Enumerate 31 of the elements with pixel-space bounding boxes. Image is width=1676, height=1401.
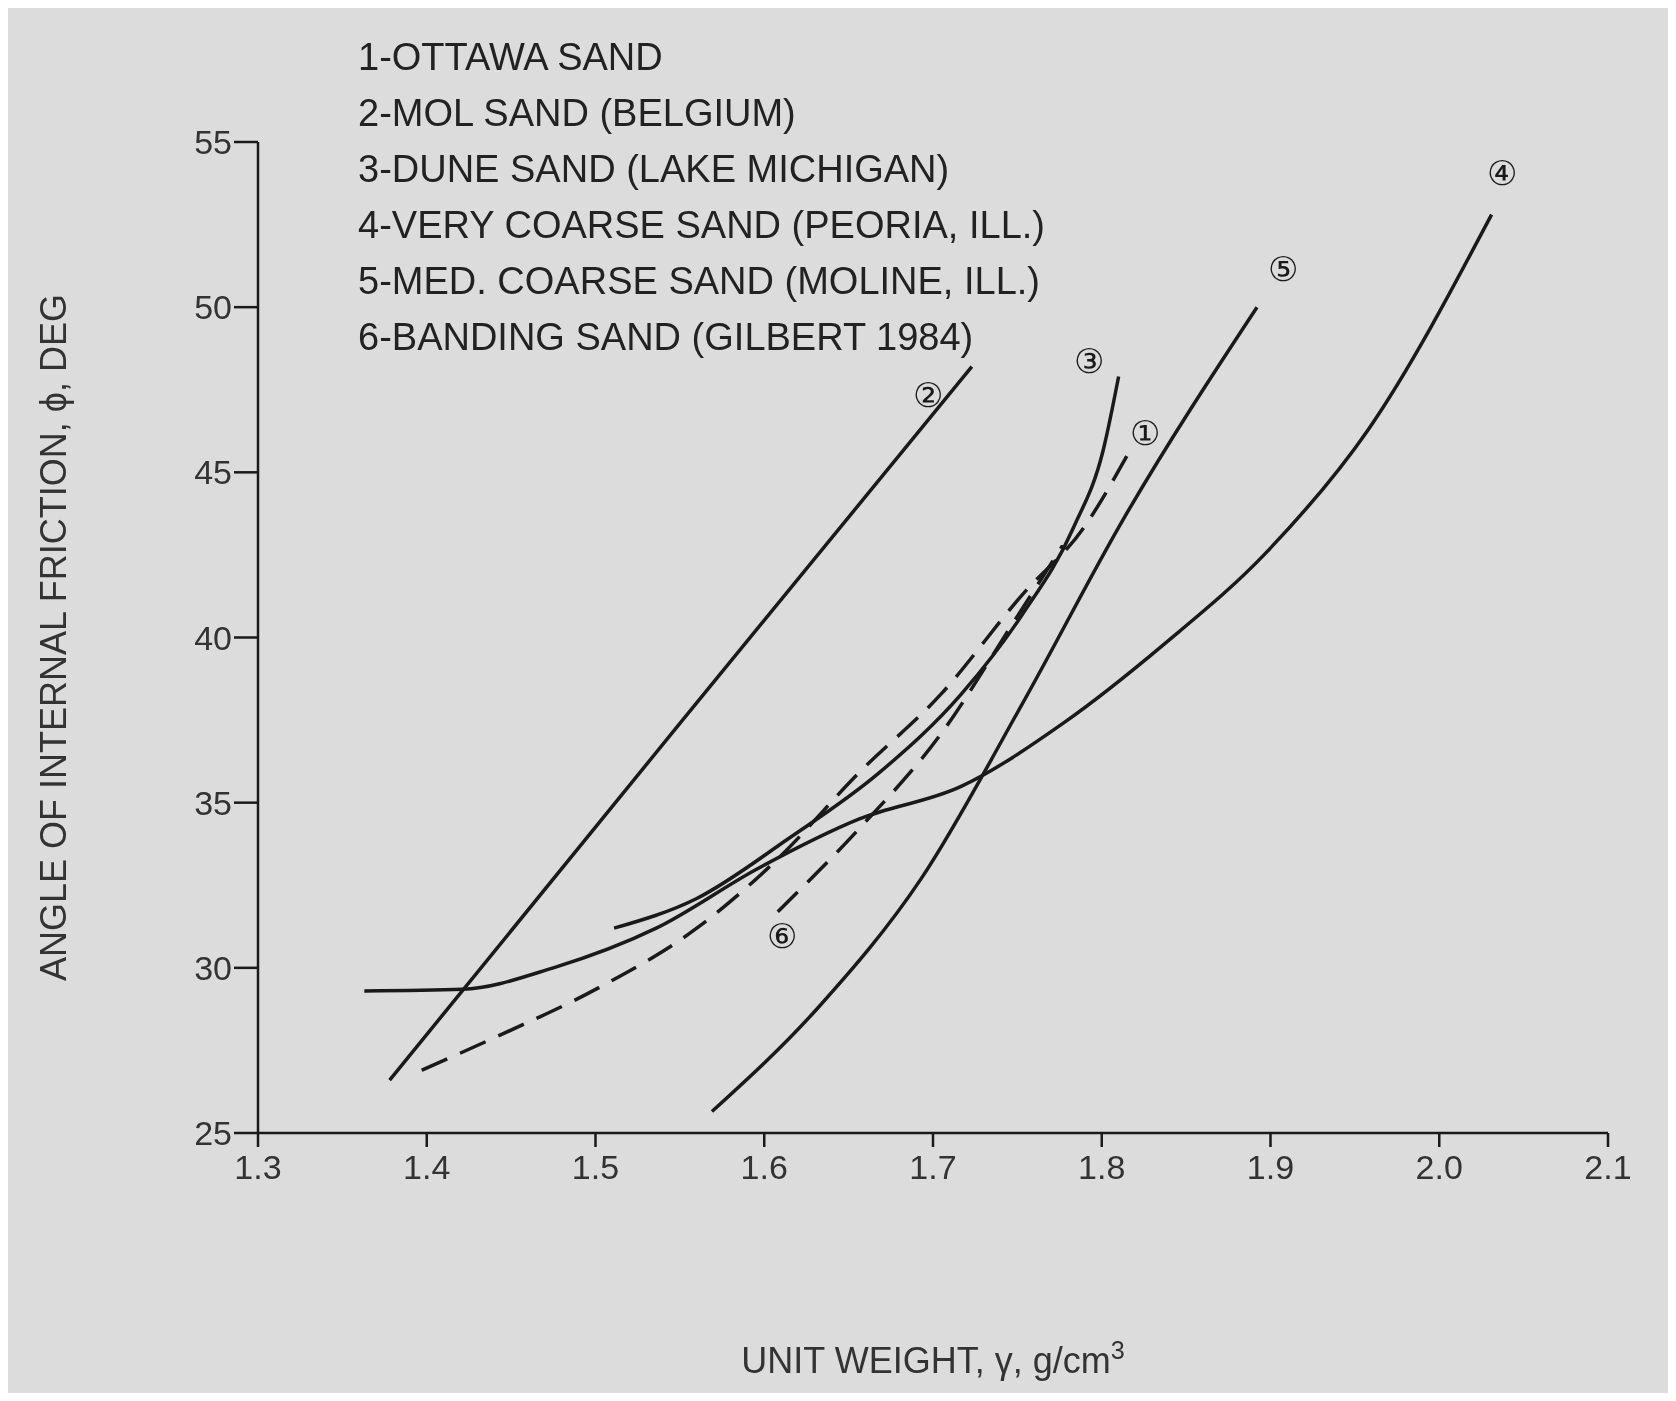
text: 1-OTTAWA SAND: [358, 36, 663, 78]
series-label: ⑤: [1268, 250, 1298, 289]
x-tick-label: 1.3: [234, 1148, 282, 1187]
y-tick-label: 35: [194, 783, 232, 822]
x-tick-label: 1.5: [571, 1148, 620, 1187]
series-label: ⑥: [766, 916, 797, 955]
y-axis-title: ANGLE OF INTERNAL FRICTION, ϕ, DEG: [33, 294, 74, 981]
text: 2-MOL SAND (BELGIUM): [358, 92, 796, 134]
annotation: 5-MED. COARSE SAND (MOLINE, ILL.): [358, 260, 1041, 302]
series-label: ③: [1073, 341, 1104, 380]
y-tick-label: 25: [194, 1114, 232, 1153]
line-series: [776, 543, 1065, 914]
x-axis-title: UNIT WEIGHT, γ, g/cm$^{3}$: [741, 1336, 1125, 1381]
x-tick-label: 1.4: [403, 1148, 451, 1187]
annotation: 6-BANDING SAND (GILBERT 1984): [358, 316, 974, 358]
x-tick-label: 1.8: [1078, 1148, 1126, 1187]
y-tick-label: 40: [194, 618, 232, 657]
annotation: 3-DUNE SAND (LAKE MICHIGAN): [358, 148, 950, 190]
y-tick-label: 30: [194, 948, 232, 987]
series-label: ①: [1129, 413, 1160, 452]
x-tick-label: 2.0: [1415, 1148, 1463, 1187]
y-tick-label: 50: [194, 288, 232, 327]
series-label: ④: [1486, 153, 1517, 192]
x-tick-label: 1.9: [1246, 1148, 1295, 1187]
annotation: 4-VERY COARSE SAND (PEORIA, ILL.): [358, 204, 1046, 246]
x-tick-label: 1.6: [740, 1148, 788, 1187]
x-tick-label: 2.1: [1584, 1148, 1632, 1187]
y-tick-label: 45: [194, 453, 232, 492]
y-tick-label: 55: [194, 123, 232, 162]
x-tick-label: 1.7: [909, 1148, 957, 1187]
series-label: ②: [912, 375, 943, 414]
